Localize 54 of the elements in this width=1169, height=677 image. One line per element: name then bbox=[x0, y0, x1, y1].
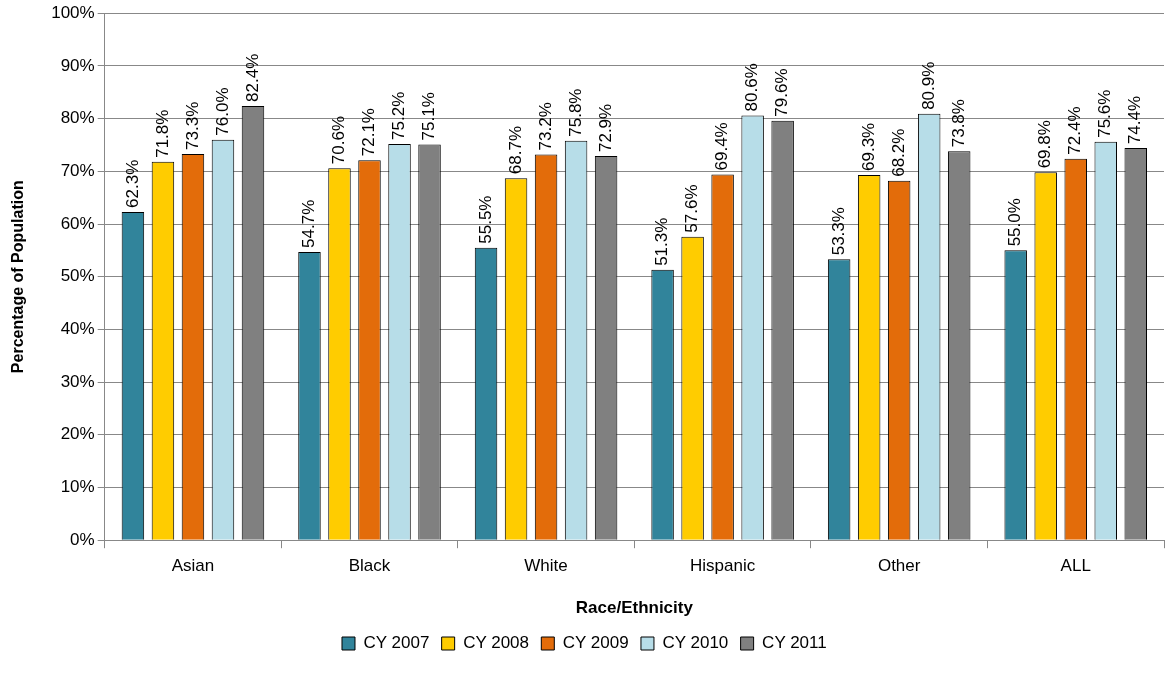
data-label: 55.5% bbox=[475, 195, 495, 244]
data-label: 73.2% bbox=[535, 102, 555, 151]
y-tick-label: 70% bbox=[60, 160, 95, 180]
data-label: 51.3% bbox=[652, 217, 672, 266]
legend-label: CY 2011 bbox=[762, 633, 827, 653]
x-tick-label: ALL bbox=[1060, 556, 1091, 576]
data-label: 70.6% bbox=[329, 115, 349, 165]
x-tick-label: Hispanic bbox=[690, 556, 756, 576]
data-label: 75.2% bbox=[389, 91, 409, 140]
data-label: 71.8% bbox=[152, 109, 172, 158]
data-label: 62.3% bbox=[122, 159, 142, 208]
data-label: 73.3% bbox=[182, 101, 202, 150]
y-tick-label: 10% bbox=[60, 477, 95, 497]
x-tick-label: Other bbox=[877, 556, 921, 576]
data-label: 76.0% bbox=[212, 87, 232, 136]
y-tick-label: 80% bbox=[60, 108, 95, 128]
data-label: 69.3% bbox=[858, 122, 878, 171]
data-label: 72.9% bbox=[595, 103, 615, 153]
y-tick-label: 40% bbox=[60, 319, 95, 339]
x-tick-label: White bbox=[524, 556, 568, 576]
data-label: 57.6% bbox=[682, 184, 702, 233]
y-tick-label: 60% bbox=[60, 213, 95, 233]
data-label: 75.8% bbox=[565, 88, 585, 137]
y-tick-label: 20% bbox=[60, 424, 95, 444]
data-label: 72.4% bbox=[1065, 106, 1085, 155]
x-tick-label: Asian bbox=[171, 556, 215, 576]
data-label: 54.7% bbox=[299, 199, 319, 248]
data-label: 69.4% bbox=[712, 122, 732, 171]
y-tick-label: 90% bbox=[60, 55, 95, 75]
y-tick-label: 100% bbox=[51, 2, 95, 22]
y-tick-label: 30% bbox=[60, 371, 95, 391]
data-label: 80.9% bbox=[918, 61, 938, 110]
data-label: 74.4% bbox=[1125, 95, 1145, 145]
data-label: 79.6% bbox=[772, 68, 792, 117]
data-label: 82.4% bbox=[242, 53, 262, 102]
data-label: 72.1% bbox=[359, 108, 379, 157]
data-label: 68.7% bbox=[505, 125, 525, 175]
data-label: 80.6% bbox=[742, 63, 762, 112]
data-label: 75.1% bbox=[419, 92, 439, 141]
x-axis-title: Race/Ethnicity bbox=[575, 598, 694, 618]
y-tick-label: 0% bbox=[70, 529, 95, 549]
legend-label: CY 2010 bbox=[662, 633, 729, 653]
legend-label: CY 2007 bbox=[363, 633, 430, 653]
data-label: 55.0% bbox=[1005, 198, 1025, 247]
data-label: 69.8% bbox=[1035, 120, 1055, 169]
data-label: 53.3% bbox=[828, 207, 848, 256]
data-label: 75.6% bbox=[1095, 89, 1115, 138]
y-axis-title: Percentage of Population bbox=[9, 180, 27, 374]
x-tick-label: Black bbox=[348, 556, 391, 576]
legend-label: CY 2008 bbox=[463, 633, 529, 653]
data-label: 73.8% bbox=[948, 99, 968, 148]
y-tick-label: 50% bbox=[60, 266, 95, 286]
data-label: 68.2% bbox=[888, 128, 908, 177]
legend-label: CY 2009 bbox=[562, 633, 629, 653]
